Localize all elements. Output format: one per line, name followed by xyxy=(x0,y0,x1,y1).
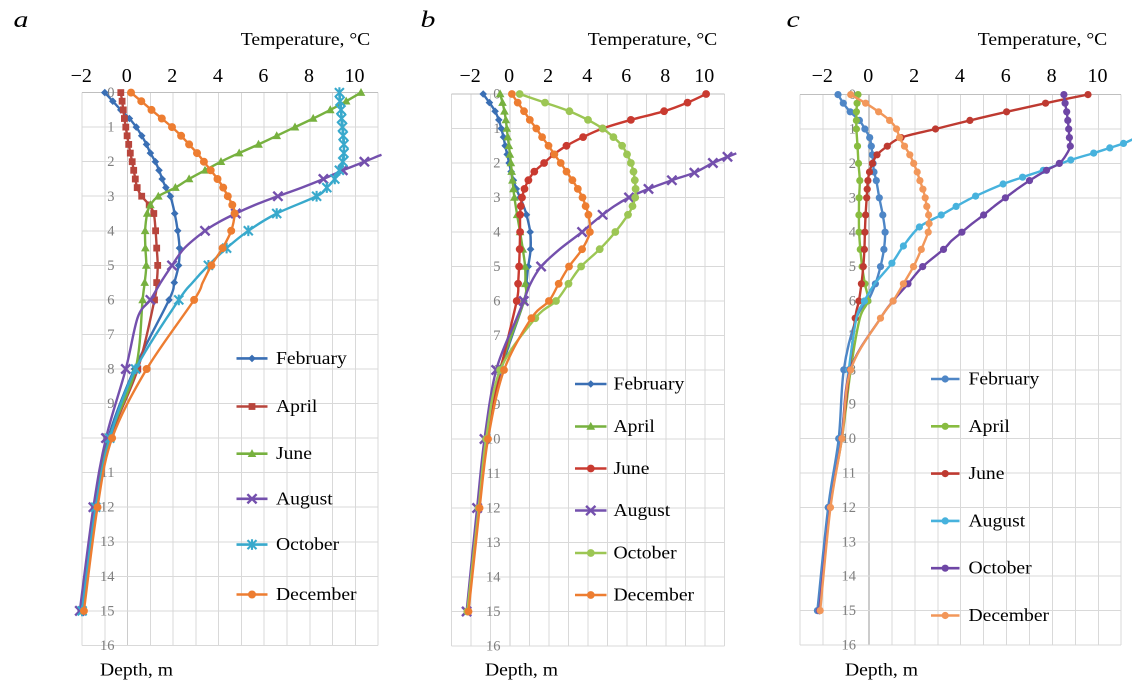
svg-text:14: 14 xyxy=(486,570,501,586)
svg-text:3: 3 xyxy=(493,190,500,206)
svg-text:December: December xyxy=(969,606,1050,626)
svg-text:6: 6 xyxy=(621,65,631,87)
svg-text:April: April xyxy=(276,397,317,417)
svg-text:13: 13 xyxy=(486,535,501,551)
svg-text:15: 15 xyxy=(100,603,115,619)
svg-text:Temperature, °C: Temperature, °C xyxy=(241,30,370,50)
svg-text:13: 13 xyxy=(842,534,857,550)
svg-text:October: October xyxy=(614,543,678,563)
svg-text:6: 6 xyxy=(1001,65,1011,87)
svg-text:6: 6 xyxy=(849,294,856,310)
svg-text:11: 11 xyxy=(842,466,856,482)
svg-text:8: 8 xyxy=(1047,65,1057,87)
svg-text:June: June xyxy=(614,459,650,479)
svg-text:October: October xyxy=(276,535,340,555)
svg-text:August: August xyxy=(276,489,333,509)
svg-text:8: 8 xyxy=(304,65,314,87)
svg-text:14: 14 xyxy=(100,569,115,585)
svg-text:6: 6 xyxy=(493,294,500,310)
svg-text:1: 1 xyxy=(493,121,500,137)
svg-text:June: June xyxy=(969,464,1005,484)
svg-text:2: 2 xyxy=(493,156,500,172)
svg-text:−2: −2 xyxy=(459,65,480,87)
svg-text:3: 3 xyxy=(849,190,856,206)
svg-text:2: 2 xyxy=(543,65,553,87)
svg-text:October: October xyxy=(969,558,1033,578)
svg-text:August: August xyxy=(969,511,1026,531)
svg-text:4: 4 xyxy=(955,65,965,87)
svg-text:10: 10 xyxy=(842,431,857,447)
svg-text:Depth, m: Depth, m xyxy=(100,660,173,680)
svg-text:7: 7 xyxy=(493,328,500,344)
svg-text:10: 10 xyxy=(345,65,365,87)
svg-text:16: 16 xyxy=(486,639,501,655)
svg-text:c: c xyxy=(787,6,800,32)
svg-text:Temperature, °C: Temperature, °C xyxy=(588,30,717,50)
svg-text:5: 5 xyxy=(107,258,114,274)
svg-text:1: 1 xyxy=(849,122,856,138)
svg-text:February: February xyxy=(614,374,685,394)
svg-text:11: 11 xyxy=(487,466,501,482)
svg-text:13: 13 xyxy=(100,534,115,550)
svg-text:0: 0 xyxy=(504,65,514,87)
svg-text:a: a xyxy=(14,6,29,32)
svg-text:December: December xyxy=(614,585,695,605)
svg-text:7: 7 xyxy=(107,327,114,343)
svg-text:0: 0 xyxy=(122,65,132,87)
svg-text:4: 4 xyxy=(213,65,223,87)
svg-text:5: 5 xyxy=(493,259,500,275)
svg-text:0: 0 xyxy=(107,85,114,101)
svg-text:14: 14 xyxy=(842,569,857,585)
svg-text:4: 4 xyxy=(107,223,115,239)
svg-text:April: April xyxy=(969,417,1010,437)
svg-text:April: April xyxy=(614,417,655,437)
svg-text:4: 4 xyxy=(849,225,857,241)
svg-text:June: June xyxy=(276,444,312,464)
svg-text:9: 9 xyxy=(107,396,114,412)
svg-text:2: 2 xyxy=(167,65,177,87)
svg-text:August: August xyxy=(614,501,671,521)
svg-text:−2: −2 xyxy=(71,65,92,87)
svg-text:February: February xyxy=(276,349,347,369)
svg-text:16: 16 xyxy=(100,638,115,654)
svg-text:15: 15 xyxy=(842,603,857,619)
svg-text:4: 4 xyxy=(493,225,501,241)
svg-text:December: December xyxy=(276,585,357,605)
svg-text:10: 10 xyxy=(694,65,714,87)
svg-text:8: 8 xyxy=(660,65,670,87)
svg-text:16: 16 xyxy=(842,638,857,654)
svg-text:4: 4 xyxy=(582,65,592,87)
svg-text:2: 2 xyxy=(107,154,114,170)
svg-text:2: 2 xyxy=(849,156,856,172)
svg-text:9: 9 xyxy=(493,397,500,413)
svg-text:15: 15 xyxy=(486,604,501,620)
svg-text:0: 0 xyxy=(863,65,873,87)
svg-text:−2: −2 xyxy=(812,65,833,87)
svg-text:Depth, m: Depth, m xyxy=(485,660,558,680)
svg-text:8: 8 xyxy=(107,362,114,378)
svg-text:February: February xyxy=(969,369,1040,389)
svg-text:1: 1 xyxy=(107,120,114,136)
svg-text:3: 3 xyxy=(107,189,114,205)
svg-text:b: b xyxy=(421,6,436,32)
svg-text:9: 9 xyxy=(849,397,856,413)
svg-text:2: 2 xyxy=(909,65,919,87)
svg-text:12: 12 xyxy=(100,500,115,516)
svg-text:6: 6 xyxy=(258,65,268,87)
svg-text:12: 12 xyxy=(486,501,501,517)
svg-text:12: 12 xyxy=(842,500,857,516)
svg-text:10: 10 xyxy=(1088,65,1108,87)
svg-text:6: 6 xyxy=(107,292,114,308)
svg-text:Depth, m: Depth, m xyxy=(845,660,918,680)
svg-text:0: 0 xyxy=(493,87,500,103)
svg-text:5: 5 xyxy=(849,259,856,275)
svg-text:Temperature, °C: Temperature, °C xyxy=(978,30,1107,50)
